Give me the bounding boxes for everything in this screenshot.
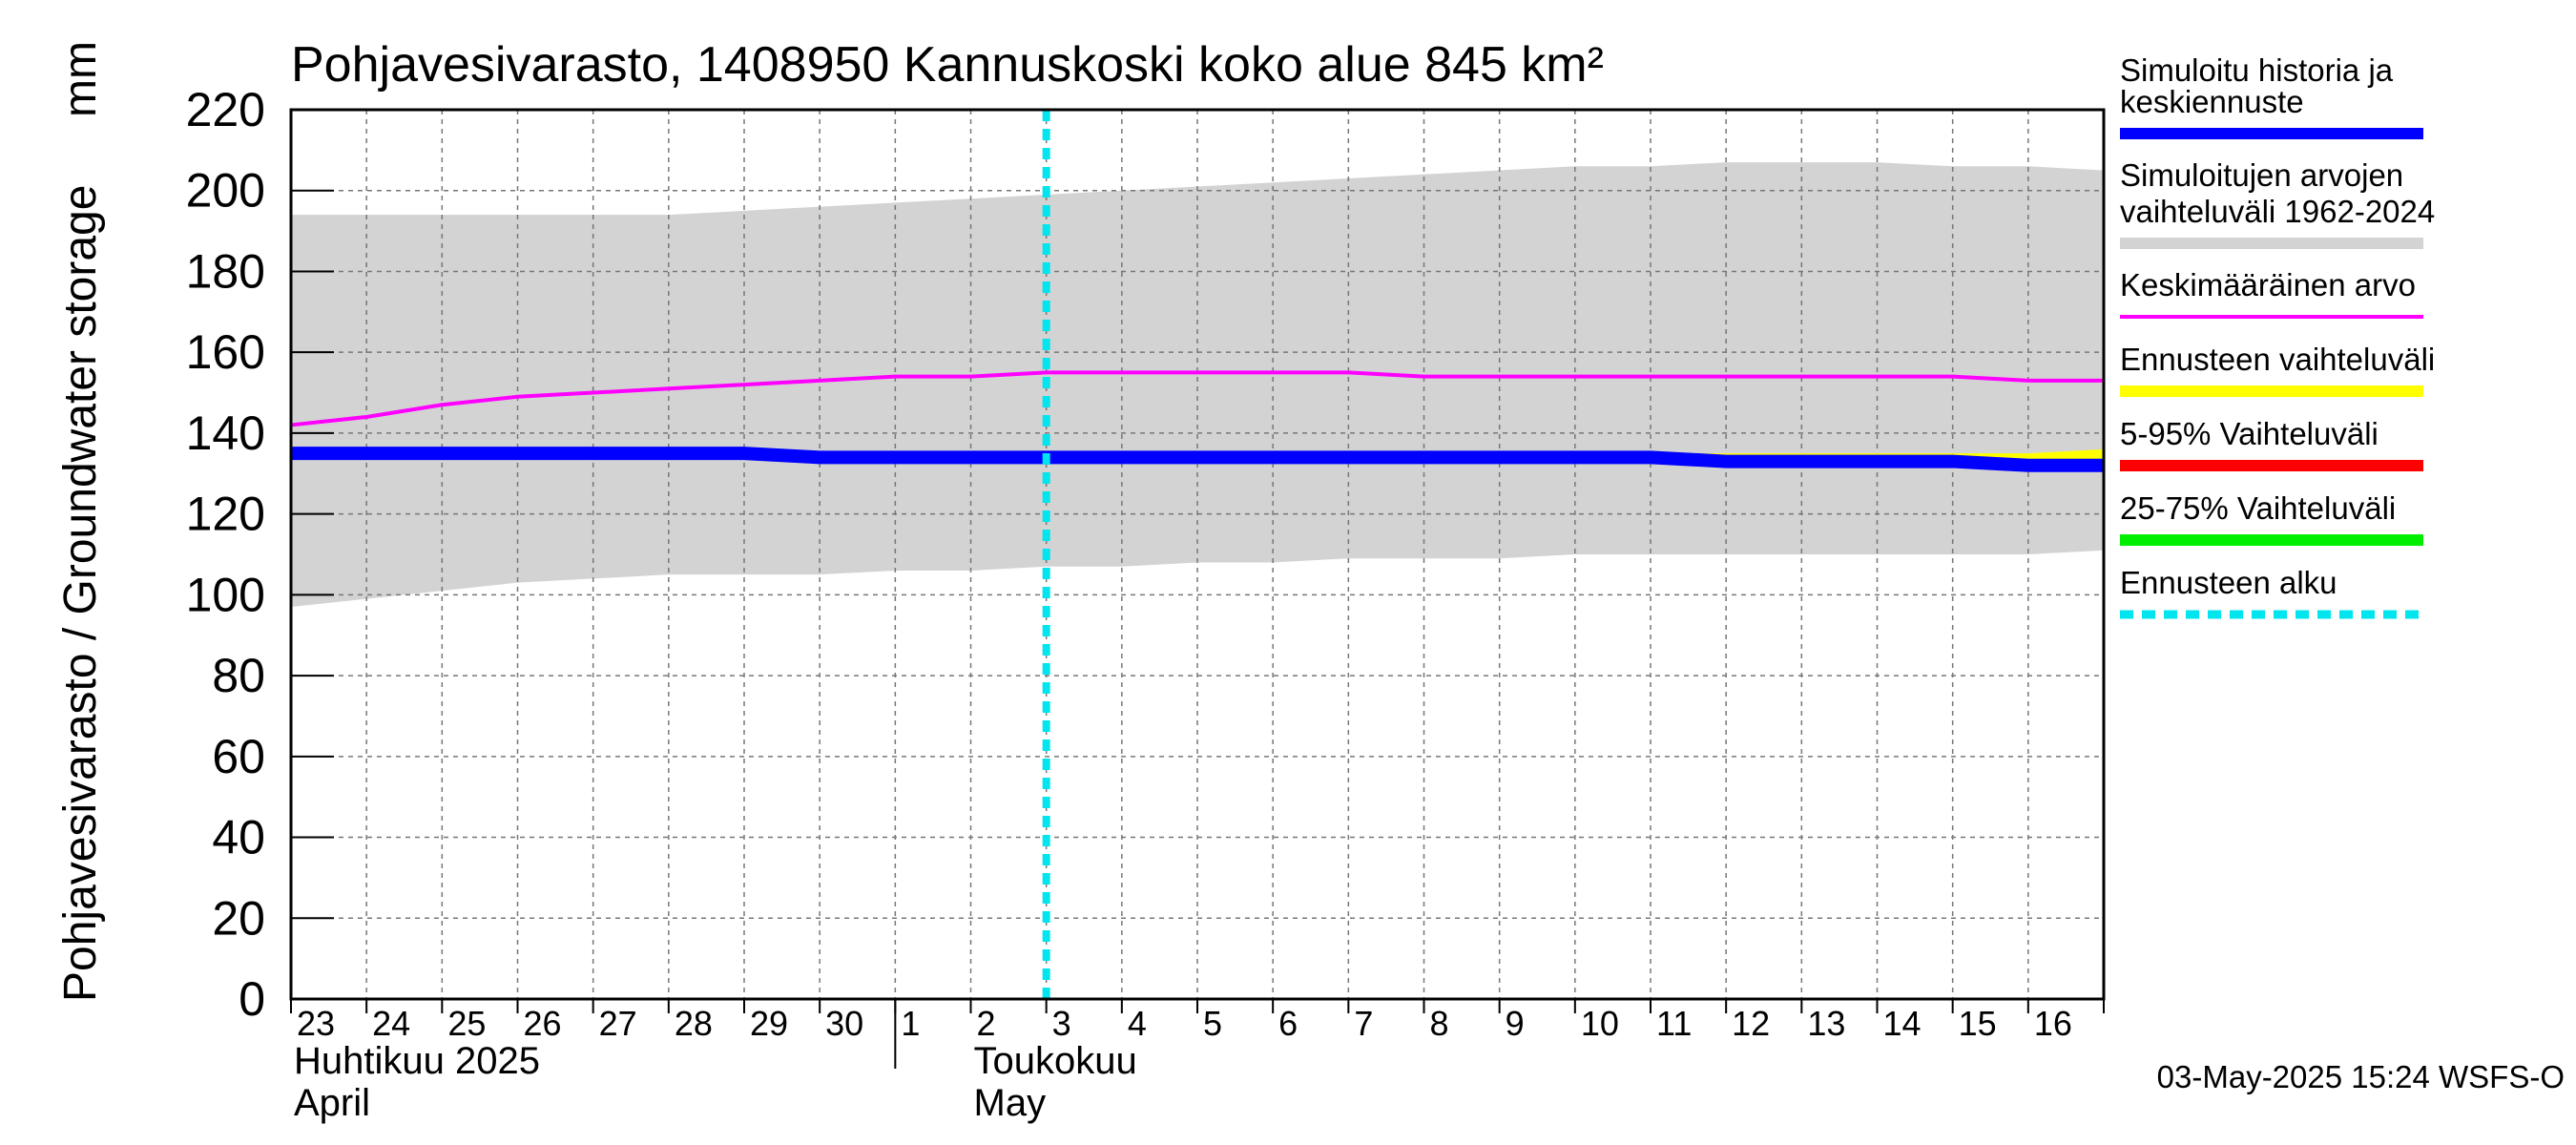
- chart-title: Pohjavesivarasto, 1408950 Kannuskoski ko…: [291, 37, 1604, 93]
- y-tick-label-60: 60: [212, 730, 265, 783]
- legend-label-0: Simuloitu historia ja: [2120, 52, 2394, 88]
- y-tick-label-20: 20: [212, 891, 265, 945]
- legend-label2-0: keskiennuste: [2120, 84, 2304, 119]
- x-tick-label-23: 23: [297, 1004, 335, 1043]
- y-tick-label-100: 100: [186, 568, 265, 621]
- y-ticks: 0 20 40 60 80 100 120 140 160 180 200 220: [186, 83, 334, 1026]
- month-label-line1-0: Huhtikuu 2025: [294, 1040, 540, 1082]
- x-tick-label-8: 8: [1430, 1004, 1449, 1043]
- x-tick-label-7: 7: [1354, 1004, 1373, 1043]
- y-tick-label-120: 120: [186, 488, 265, 541]
- x-tick-label-27: 27: [599, 1004, 637, 1043]
- month-label-line1-1: Toukokuu: [974, 1040, 1137, 1082]
- x-tick-label-28: 28: [675, 1004, 713, 1043]
- x-tick-label-29: 29: [750, 1004, 788, 1043]
- x-tick-label-25: 25: [447, 1004, 486, 1043]
- y-tick-label-200: 200: [186, 164, 265, 218]
- y-tick-label-160: 160: [186, 325, 265, 379]
- x-tick-label-11: 11: [1656, 1004, 1692, 1043]
- x-tick-label-1: 1: [901, 1004, 920, 1043]
- legend-label2-1: vaihteluväli 1962-2024: [2120, 194, 2435, 229]
- y-tick-label-180: 180: [186, 244, 265, 298]
- y-axis-label: Pohjavesivarasto / Groundwater storage: [55, 185, 106, 1002]
- legend-label-5: 25-75% Vaihteluväli: [2120, 490, 2396, 526]
- y-tick-label-220: 220: [186, 83, 265, 136]
- y-tick-label-0: 0: [239, 972, 265, 1026]
- x-tick-label-24: 24: [372, 1004, 410, 1043]
- x-tick-label-4: 4: [1128, 1004, 1147, 1043]
- mean-line: [290, 370, 2104, 427]
- y-tick-label-140: 140: [186, 406, 265, 460]
- x-tick-label-26: 26: [524, 1004, 562, 1043]
- legend-label-4: 5-95% Vaihteluväli: [2120, 416, 2379, 451]
- x-tick-label-15: 15: [1959, 1004, 1997, 1043]
- x-ticks: 23 24 25 26 27 28 29 30 1 2 3 4 5 6 7 8 9 10 11 12 13 14 15 16: [290, 999, 2105, 1069]
- x-tick-label-9: 9: [1506, 1004, 1525, 1043]
- x-tick-label-16: 16: [2034, 1004, 2072, 1043]
- x-tick-label-30: 30: [825, 1004, 863, 1043]
- plot-lines: [290, 110, 2104, 999]
- x-tick-label-14: 14: [1883, 1004, 1922, 1043]
- x-tick-label-5: 5: [1203, 1004, 1222, 1043]
- x-tick-label-12: 12: [1732, 1004, 1770, 1043]
- x-tick-label-6: 6: [1278, 1004, 1298, 1043]
- x-tick-label-3: 3: [1052, 1004, 1071, 1043]
- legend-label-3: Ennusteen vaihteluväli: [2120, 342, 2435, 377]
- x-tick-label-10: 10: [1581, 1004, 1619, 1043]
- x-tick-label-13: 13: [1807, 1004, 1845, 1043]
- legend-label-6: Ennusteen alku: [2120, 565, 2337, 600]
- legend-label-2: Keskimääräinen arvo: [2120, 267, 2416, 302]
- y-tick-label-40: 40: [212, 811, 265, 864]
- y-tick-label-80: 80: [212, 649, 265, 702]
- timestamp: 03-May-2025 15:24 WSFS-O: [2157, 1059, 2565, 1094]
- month-label-line2-0: April: [294, 1082, 370, 1124]
- legend-label-1: Simuloitujen arvojen: [2120, 157, 2403, 193]
- x-tick-label-2: 2: [977, 1004, 996, 1043]
- y-axis-unit: mm: [55, 41, 106, 117]
- sim-forecast-line: [291, 447, 2104, 472]
- month-label-line2-1: May: [974, 1082, 1047, 1124]
